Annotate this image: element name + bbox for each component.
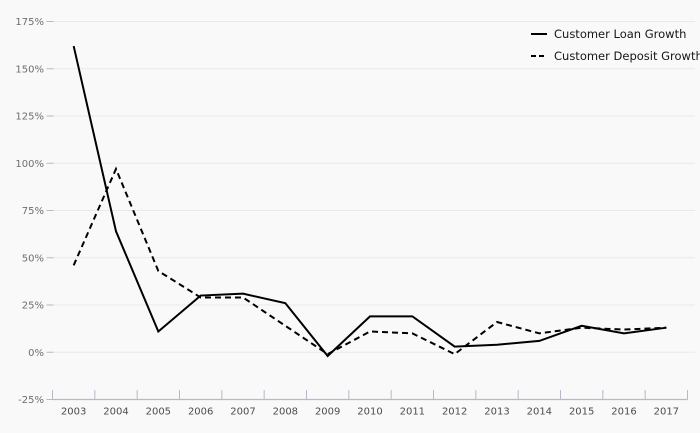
y-axis-label: 0% [28,348,44,359]
y-axis-label: 125% [15,112,44,123]
y-axis-label: 150% [15,64,44,75]
x-axis-label: 2004 [103,407,128,418]
legend-item-deposit-growth: Customer Deposit Growth [531,47,700,65]
y-axis-label: 100% [15,159,44,170]
customer-deposit-growth-line [72,166,667,356]
dashed-line-swatch [531,55,547,57]
x-axis-label: 2015 [569,407,594,418]
y-axis-label: 50% [22,253,44,264]
legend-label-deposit-growth: Customer Deposit Growth [554,49,700,63]
x-axis-label: 2005 [146,407,171,418]
x-axis-label: 2017 [654,407,679,418]
x-axis-label: 2007 [230,407,255,418]
x-axis-label: 2013 [484,407,509,418]
solid-line-swatch [531,33,547,35]
legend-label-loan-growth: Customer Loan Growth [554,27,687,41]
y-axis-label: 175% [15,17,44,28]
x-axis-label: 2011 [400,407,425,418]
x-axis-label: 2009 [315,407,340,418]
x-axis-label: 2010 [357,407,382,418]
customer-loan-growth-line [72,45,667,358]
x-axis-label: 2012 [442,407,467,418]
y-axis-label: 25% [22,301,44,312]
x-axis-label: 2003 [61,407,86,418]
y-axis-label: 75% [22,206,44,217]
x-axis-label: 2008 [273,407,298,418]
y-axis-label: -25% [18,395,44,406]
x-axis-label: 2014 [527,407,552,418]
chart-legend: Customer Loan Growth Customer Deposit Gr… [531,25,700,65]
x-axis-label: 2016 [611,407,636,418]
legend-item-loan-growth: Customer Loan Growth [531,25,700,43]
x-axis-label: 2006 [188,407,213,418]
